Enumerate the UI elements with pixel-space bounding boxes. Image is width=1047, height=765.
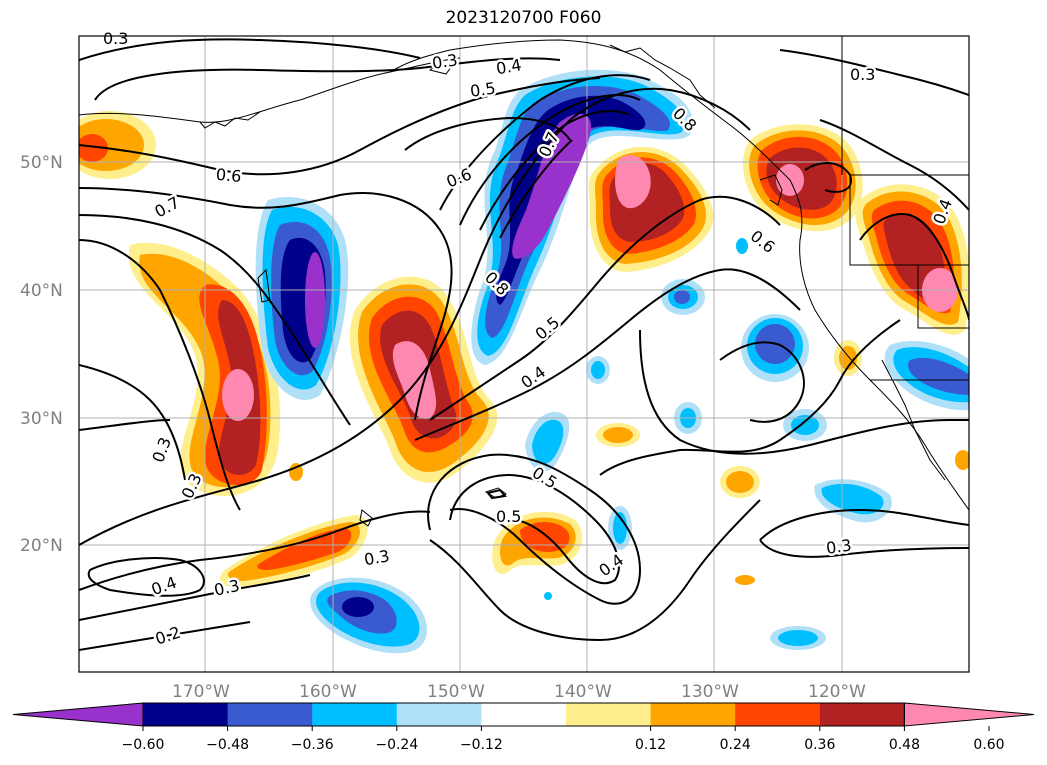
- contour-label: 0.6: [747, 226, 779, 257]
- negative-anomaly-125w: [741, 314, 809, 382]
- negative-anomaly-145w: [471, 69, 693, 365]
- colorbar-segment: [735, 703, 821, 726]
- coastlines: [79, 36, 969, 527]
- contour-label: 0.3: [148, 435, 175, 465]
- map-title: 2023120700 F060: [445, 8, 602, 28]
- colorbar-tick-label: 0.36: [804, 737, 835, 753]
- contour-label: 0.5: [496, 507, 521, 526]
- lon-label-130w: 130°W: [681, 682, 739, 702]
- colorbar-segment: [650, 703, 736, 726]
- negative-anomaly-baja: [884, 340, 969, 411]
- contour-label: 0.3: [103, 29, 128, 48]
- positive-anomaly-west-edge: [79, 111, 156, 179]
- colorbar-extend-min: [12, 702, 144, 727]
- colorbar-tick-label: −0.60: [122, 737, 165, 753]
- contour-label: 0.4: [517, 362, 549, 392]
- plot-frame: [78, 35, 970, 673]
- colorbar-segment: [312, 703, 398, 726]
- colorbar-tick-label: 0.48: [889, 737, 920, 753]
- positive-anomaly-115w: [855, 184, 969, 335]
- positive-anomaly-subtropical-band: [220, 515, 368, 588]
- contour-label: 0.6: [444, 164, 475, 191]
- contour-label: 0.3: [431, 50, 459, 72]
- colorbar-frame: [142, 702, 905, 727]
- latitude-labels: 50°N 40°N 30°N 20°N: [20, 153, 63, 556]
- colorbar-extend-max: [903, 702, 1035, 727]
- lat-label-30n: 30°N: [20, 409, 63, 429]
- colorbar-segment: [481, 703, 567, 726]
- contour-label: 0.7: [151, 193, 182, 222]
- lat-label-40n: 40°N: [20, 281, 63, 301]
- lon-label-120w: 120°W: [808, 682, 866, 702]
- lat-label-20n: 20°N: [20, 536, 63, 556]
- longitude-labels: 170°W 160°W 150°W 140°W 130°W 120°W: [172, 682, 866, 702]
- positive-anomaly-170w: [128, 242, 281, 496]
- colorbar-segment: [143, 703, 229, 726]
- colorbar: −0.60 −0.48 −0.36 −0.24 −0.12 0.12 0.24 0.36 0.4…: [12, 702, 1035, 753]
- contour-label: 0.4: [595, 550, 627, 580]
- contour-label: 0.3: [825, 535, 853, 557]
- lon-label-140w: 140°W: [554, 682, 612, 702]
- colorbar-tick-label: −0.48: [206, 737, 249, 753]
- lon-label-160w: 160°W: [299, 682, 357, 702]
- colorbar-tick-label: 0.60: [973, 737, 1004, 753]
- colorbar-tick-label: 0.24: [720, 737, 751, 753]
- positive-anomaly-137w: [588, 146, 714, 272]
- contour-label: 0.5: [531, 313, 563, 344]
- contour-label: 0.6: [215, 165, 242, 186]
- colorbar-segment: [396, 703, 482, 726]
- contour-lines: [79, 38, 969, 651]
- positive-anomaly-bc-coast: [742, 124, 863, 232]
- negative-anomaly-158w-15n: [310, 577, 427, 654]
- lon-label-170w: 170°W: [172, 682, 230, 702]
- colorbar-tick-label: 0.12: [635, 737, 666, 753]
- contour-label: 0.5: [469, 78, 497, 100]
- colorbar-segment: [227, 703, 313, 726]
- colorbar-tick-label: −0.36: [291, 737, 334, 753]
- negative-anomaly-160w: [255, 196, 349, 400]
- positive-anomaly-142w-20n: [492, 511, 583, 574]
- colorbar-tick-label: −0.24: [375, 737, 418, 753]
- contour-label: 0.2: [153, 623, 183, 649]
- colorbar-segment: [819, 703, 905, 726]
- lat-label-50n: 50°N: [20, 153, 63, 173]
- contour-label: 0.4: [495, 55, 523, 78]
- colorbar-segment: [566, 703, 652, 726]
- lon-label-150w: 150°W: [427, 682, 485, 702]
- colorbar-tick-label: −0.12: [460, 737, 503, 753]
- contour-label: 0.3: [850, 65, 875, 84]
- contour-label: 0.3: [212, 576, 241, 600]
- contour-label: 0.3: [363, 546, 391, 569]
